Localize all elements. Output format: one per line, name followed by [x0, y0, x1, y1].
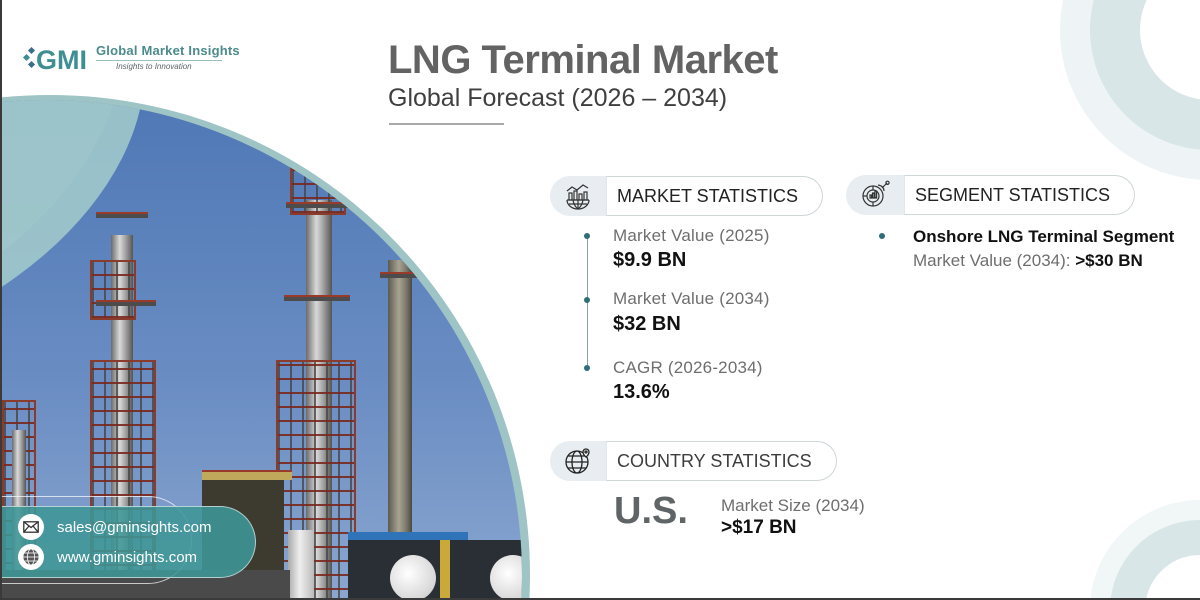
gmi-logo-mark-icon: GMI — [22, 45, 87, 72]
segment-chart-icon — [846, 175, 904, 215]
gmi-logo[interactable]: GMI Global Market Insights Insights to I… — [22, 40, 240, 76]
structure — [348, 532, 468, 540]
stat-label-value-2025: Market Value (2025) — [613, 226, 770, 245]
frame-border-bottom — [0, 598, 1200, 600]
segment-statistics-title: SEGMENT STATISTICS — [904, 175, 1136, 215]
globe-pin-icon — [550, 441, 606, 481]
structure — [202, 470, 292, 480]
brand-tagline: Insights to Innovation — [116, 62, 192, 71]
title-divider — [389, 123, 504, 125]
structure — [96, 300, 156, 306]
structure — [90, 260, 136, 320]
bullet-dot — [584, 233, 590, 239]
logo-divider — [96, 60, 222, 61]
structure — [380, 272, 420, 278]
contact-website[interactable]: www.gminsights.com — [18, 544, 197, 570]
page-title: LNG Terminal Market — [388, 38, 778, 82]
storage-tank — [490, 555, 522, 600]
contact-panel: sales@gminsights.com www.gminsights.com — [0, 506, 256, 578]
globe-chart-icon — [550, 176, 606, 216]
segment-value-label: Market Value (2034): — [913, 251, 1071, 270]
stat-label-value-2034: Market Value (2034) — [613, 289, 770, 308]
country-statistics-title: COUNTRY STATISTICS — [606, 441, 837, 481]
country-name: U.S. — [614, 490, 688, 532]
bullet-dot — [879, 233, 885, 239]
storage-tank — [390, 555, 436, 600]
market-statistics-title: MARKET STATISTICS — [606, 176, 824, 216]
tagline-suffix: Innovation — [154, 62, 192, 71]
structure — [96, 212, 148, 218]
tagline-prefix: Insights to — [116, 62, 153, 71]
structure — [284, 295, 350, 301]
stat-value-2025: $9.9 BN — [613, 249, 687, 271]
svg-text:GMI: GMI — [36, 45, 87, 72]
bullet-dot — [584, 365, 590, 371]
structure — [286, 202, 348, 208]
stat-label-cagr: CAGR (2026-2034) — [613, 358, 763, 377]
contact-email[interactable]: sales@gminsights.com — [18, 514, 211, 540]
stat-value-cagr: 13.6% — [613, 381, 670, 403]
segment-name: Onshore LNG Terminal Segment — [913, 227, 1175, 246]
country-market-size-value: >$17 BN — [721, 517, 797, 538]
structure — [440, 540, 450, 600]
structure — [288, 530, 314, 600]
contact-website-text[interactable]: www.gminsights.com — [57, 548, 198, 566]
bullet-dot — [584, 297, 590, 303]
frame-border-left — [0, 0, 2, 600]
stat-value-2034: $32 BN — [613, 313, 681, 335]
segment-statistics-header: SEGMENT STATISTICS — [846, 175, 1136, 215]
envelope-icon — [18, 514, 44, 540]
country-statistics-header: COUNTRY STATISTICS — [550, 441, 837, 481]
contact-email-text[interactable]: sales@gminsights.com — [57, 518, 212, 536]
segment-value: >$30 BN — [1075, 251, 1143, 270]
market-statistics-header: MARKET STATISTICS — [550, 176, 824, 216]
segment-value-line: Market Value (2034): >$30 BN — [913, 251, 1143, 271]
page-subtitle: Global Forecast (2026 – 2034) — [388, 84, 728, 112]
country-market-size-label: Market Size (2034) — [721, 496, 865, 515]
brand-name: Global Market Insights — [96, 43, 240, 58]
globe-icon — [18, 544, 44, 570]
